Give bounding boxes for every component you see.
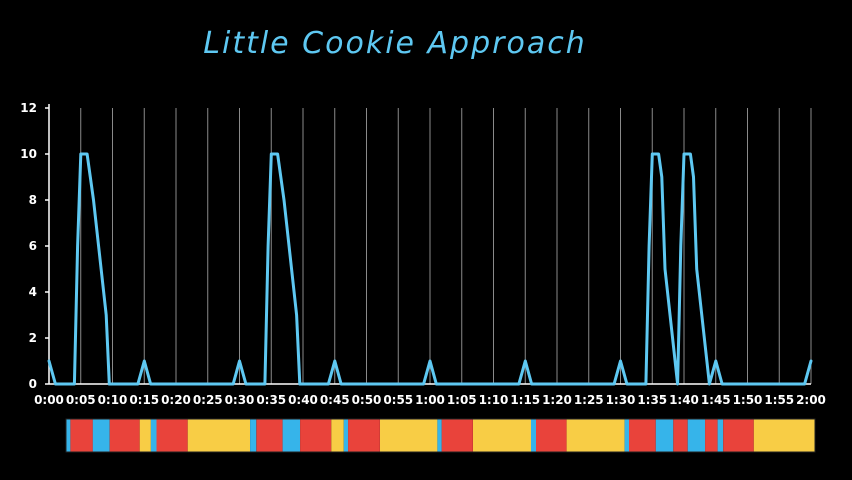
timeline-segment [473,419,531,452]
timeline-segment [66,419,71,452]
x-tick-label: 1:45 [701,393,731,407]
timeline-segment [156,419,188,452]
chart-title: Little Cookie Approach [203,26,587,61]
y-tick-label: 2 [29,331,37,345]
y-tick-label: 8 [29,193,37,207]
x-tick-label: 0:25 [193,393,223,407]
x-tick-label: 1:00 [415,393,445,407]
x-tick-label: 0:40 [288,393,318,407]
x-tick-label: 0:50 [352,393,382,407]
timeline-segment [380,419,438,452]
timeline-segment [437,419,442,452]
y-tick-label: 4 [29,285,37,299]
timeline-segment [566,419,625,452]
timeline-segment [531,419,536,452]
x-tick-label: 0:55 [383,393,413,407]
timeline-segment [300,419,332,452]
x-tick-label: 0:20 [161,393,191,407]
timeline-border [65,418,816,453]
x-tick-label: 0:05 [66,393,96,407]
timeline-segment [673,419,688,452]
timeline-segment [753,419,815,452]
x-tick-label: 1:35 [637,393,667,407]
timeline-segment [655,419,674,452]
timeline-segment [92,419,110,452]
series-layer [47,152,813,386]
x-tick-label: 1:50 [733,393,763,407]
x-tick-label: 0:30 [225,393,255,407]
timeline-segment [282,419,301,452]
y-tick-label: 0 [29,377,37,391]
x-tick-label: 1:15 [510,393,540,407]
x-tick-label: 0:45 [320,393,350,407]
x-tick-labels: 0:00 0:05 0:10 0:15 0:20 0:25 0:30 0:35 0:40 0:45… [34,393,826,407]
timeline-segment [70,419,93,452]
timeline-segment [723,419,754,452]
timeline-segment [150,419,157,452]
timeline-segment [250,419,257,452]
x-tick-label: 0:00 [34,393,64,407]
grid-lines [80,108,812,384]
y-tick-label: 12 [20,101,37,115]
x-tick-label: 1:20 [542,393,572,407]
series-line [47,152,813,386]
timeline-segment [348,419,380,452]
y-tick-labels: 0 2 4 6 8 10 12 [20,101,37,391]
x-tick-label: 1:30 [606,393,636,407]
x-tick-label: 1:25 [574,393,604,407]
timeline-segment [705,419,718,452]
timeline-segment [717,419,724,452]
timeline-segment [629,419,656,452]
x-tick-label: 0:10 [98,393,128,407]
x-tick-label: 0:35 [256,393,286,407]
timeline-segment [187,419,251,452]
timeline-segment [536,419,567,452]
timeline-segment [256,419,283,452]
timeline-segment [624,419,629,452]
y-tick-label: 6 [29,239,37,253]
x-tick-label: 1:10 [479,393,509,407]
timeline-segment [331,419,344,452]
timeline-bar [65,418,816,453]
timeline-segment [109,419,140,452]
x-tick-label: 1:55 [764,393,794,407]
x-tick-label: 1:40 [669,393,699,407]
x-tick-label: 1:05 [447,393,477,407]
timeline-segment [687,419,706,452]
x-tick-label: 2:00 [796,393,826,407]
y-tick-label: 10 [20,147,37,161]
timeline-segment [139,419,151,452]
timeline-segment [343,419,349,452]
x-tick-label: 0:15 [129,393,159,407]
timeline-segment [441,419,473,452]
